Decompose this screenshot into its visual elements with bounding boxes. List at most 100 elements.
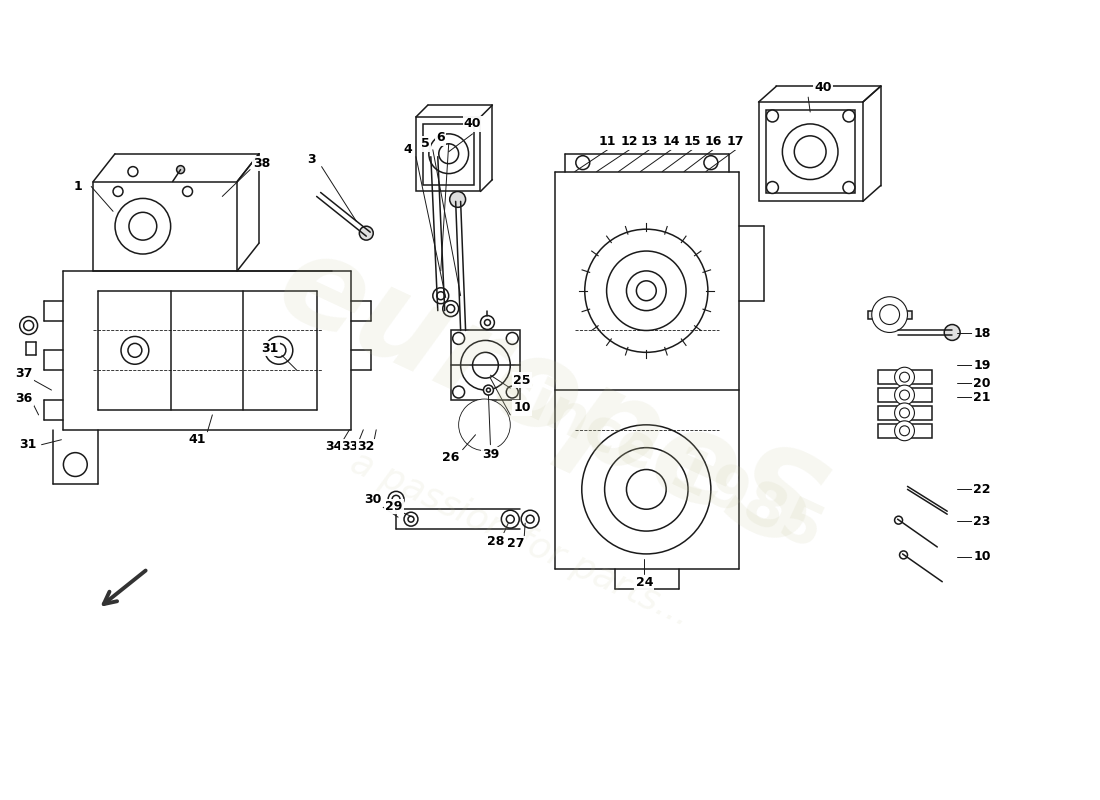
Circle shape bbox=[272, 343, 286, 358]
Circle shape bbox=[894, 367, 914, 387]
Circle shape bbox=[582, 425, 711, 554]
Text: 27: 27 bbox=[507, 538, 525, 550]
Circle shape bbox=[900, 390, 910, 400]
Circle shape bbox=[627, 271, 667, 310]
Bar bbox=[451, 330, 520, 400]
Circle shape bbox=[177, 166, 185, 174]
Text: 31: 31 bbox=[19, 438, 36, 451]
Text: 30: 30 bbox=[364, 493, 382, 506]
Circle shape bbox=[113, 186, 123, 197]
Circle shape bbox=[484, 319, 491, 326]
Bar bbox=[422, 124, 473, 185]
Text: 25: 25 bbox=[514, 374, 531, 386]
Text: europeS: europeS bbox=[260, 222, 840, 578]
Circle shape bbox=[900, 426, 910, 436]
Text: 19: 19 bbox=[974, 358, 991, 372]
Circle shape bbox=[486, 388, 491, 392]
Text: 3: 3 bbox=[307, 153, 316, 166]
Circle shape bbox=[843, 110, 855, 122]
Circle shape bbox=[767, 182, 779, 194]
Text: 36: 36 bbox=[15, 391, 32, 405]
Bar bbox=[878, 370, 933, 384]
Bar bbox=[878, 388, 933, 402]
Bar bbox=[878, 424, 933, 438]
Text: 10: 10 bbox=[974, 550, 991, 563]
Circle shape bbox=[442, 301, 459, 317]
Circle shape bbox=[450, 191, 465, 207]
Circle shape bbox=[463, 403, 506, 446]
Circle shape bbox=[461, 341, 510, 390]
Circle shape bbox=[843, 182, 855, 194]
Text: 34: 34 bbox=[324, 440, 342, 453]
Text: 26: 26 bbox=[442, 451, 460, 464]
Text: 31: 31 bbox=[262, 342, 278, 355]
Circle shape bbox=[704, 156, 718, 170]
Circle shape bbox=[432, 288, 449, 304]
Text: a passion for parts...: a passion for parts... bbox=[344, 445, 695, 633]
Text: 23: 23 bbox=[974, 514, 991, 528]
Text: 41: 41 bbox=[189, 434, 206, 446]
Circle shape bbox=[637, 281, 657, 301]
Circle shape bbox=[894, 403, 914, 423]
Circle shape bbox=[606, 251, 686, 330]
Circle shape bbox=[128, 166, 138, 177]
Text: 4: 4 bbox=[404, 143, 412, 156]
Circle shape bbox=[388, 491, 404, 507]
Bar bbox=[878, 406, 933, 420]
Circle shape bbox=[521, 510, 539, 528]
Circle shape bbox=[453, 386, 464, 398]
Circle shape bbox=[471, 411, 498, 438]
Circle shape bbox=[265, 337, 293, 364]
Circle shape bbox=[424, 145, 443, 165]
Circle shape bbox=[404, 512, 418, 526]
Circle shape bbox=[20, 317, 37, 334]
Circle shape bbox=[429, 134, 469, 174]
Text: 13: 13 bbox=[640, 135, 658, 148]
Text: 37: 37 bbox=[15, 366, 32, 380]
Text: 29: 29 bbox=[385, 500, 403, 513]
Circle shape bbox=[900, 372, 910, 382]
Circle shape bbox=[767, 110, 779, 122]
Circle shape bbox=[506, 333, 518, 344]
Circle shape bbox=[894, 516, 902, 524]
Circle shape bbox=[506, 515, 515, 523]
Circle shape bbox=[526, 515, 535, 523]
Text: 32: 32 bbox=[358, 440, 375, 453]
Circle shape bbox=[24, 321, 34, 330]
Bar bbox=[868, 310, 913, 318]
Circle shape bbox=[408, 516, 414, 522]
Circle shape bbox=[116, 198, 170, 254]
Circle shape bbox=[575, 156, 590, 170]
Circle shape bbox=[473, 352, 498, 378]
Circle shape bbox=[900, 551, 908, 559]
Text: 40: 40 bbox=[464, 118, 482, 130]
Circle shape bbox=[481, 315, 494, 330]
Circle shape bbox=[459, 399, 510, 450]
Circle shape bbox=[944, 325, 960, 341]
Circle shape bbox=[894, 421, 914, 441]
Circle shape bbox=[392, 495, 400, 503]
Text: 28: 28 bbox=[486, 534, 504, 547]
Bar bbox=[767, 110, 855, 194]
Circle shape bbox=[64, 453, 87, 477]
Text: 40: 40 bbox=[814, 81, 832, 94]
Text: 18: 18 bbox=[974, 327, 991, 340]
Circle shape bbox=[128, 343, 142, 358]
Text: 14: 14 bbox=[662, 135, 680, 148]
Circle shape bbox=[129, 212, 157, 240]
Text: 12: 12 bbox=[620, 135, 638, 148]
Circle shape bbox=[627, 470, 667, 510]
Text: 33: 33 bbox=[341, 440, 358, 453]
Circle shape bbox=[484, 385, 494, 395]
Circle shape bbox=[121, 337, 148, 364]
Circle shape bbox=[880, 305, 900, 325]
Text: 16: 16 bbox=[704, 135, 722, 148]
Circle shape bbox=[506, 386, 518, 398]
Circle shape bbox=[502, 510, 519, 528]
Bar bbox=[416, 117, 481, 191]
Circle shape bbox=[453, 333, 464, 344]
Circle shape bbox=[900, 408, 910, 418]
Text: 24: 24 bbox=[636, 576, 653, 590]
Circle shape bbox=[585, 229, 708, 352]
Circle shape bbox=[183, 186, 192, 197]
